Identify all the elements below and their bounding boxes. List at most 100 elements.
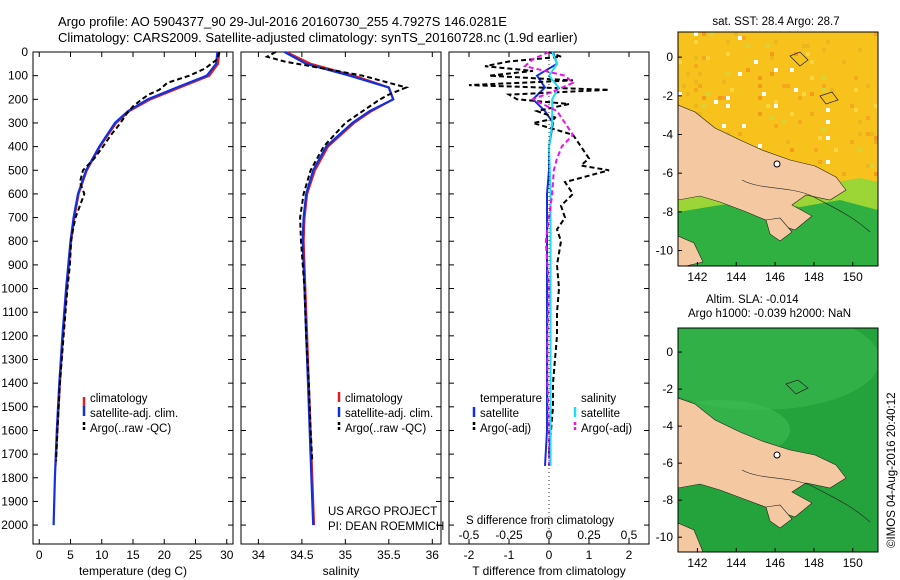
figure-title-line1: Argo profile: AO 5904377_90 29-Jul-2016 … [58,14,507,29]
s-difference-axis: -0.5 -0.25 0 0.25 0.5 [459,528,638,542]
y-tick-label: 1700 [1,447,28,461]
sst-pixel [694,32,698,36]
map-y-tick-label: -4 [662,127,673,141]
sst-pixel [746,68,750,72]
map-y-tick-label: -4 [662,419,673,433]
sst-pixel [822,88,826,92]
y-tick-label: 500 [8,163,28,177]
figure-title-line2: Climatology: CARS2009. Satellite-adjuste… [58,30,578,45]
sla-map-image [678,328,878,552]
sst-pixel [830,88,834,92]
temperature-x-label: temperature (deg C) [79,564,187,578]
x-tick-label: 35 [339,548,353,562]
australia-land [678,235,704,266]
y-tick-label: 1400 [1,376,28,390]
new-guinea-land [678,104,847,231]
sst-pixel [866,84,870,88]
sst-pixel [702,96,706,100]
difference-panel: -2 -1 0 1 2 temperature salinity satellite A… [448,51,650,578]
pi-label: PI: DEAN ROEMMICH [328,521,444,533]
legend-label-climatology: climatology [345,393,403,405]
map-x-tick-label: 146 [765,556,785,570]
salinity-axes-frame [240,51,442,545]
x-tick-label: 1 [586,548,593,562]
sst-map-frame [677,31,879,267]
sst-pixel [774,104,778,108]
map-y-tick-label: -6 [662,166,673,180]
series-line-s-satellite [547,51,560,466]
legend-label-satellite: satellite-adj. clim. [90,408,178,420]
sst-map-title: sat. SST: 28.4 Argo: 28.7 [712,16,839,28]
sst-pixel [766,104,770,108]
float-marker [773,451,781,459]
y-tick-label: 1800 [1,471,28,485]
legend-label-argo: Argo(..raw -QC) [90,423,171,435]
depth-axis: 0 100 200 300 400 500 600 700 800 900 1000 1100 1200… [1,45,233,532]
difference-y-ticks [449,51,649,526]
sst-pixel [866,132,870,136]
sst-pixel [874,32,878,36]
x-tick-label: 34 [252,548,266,562]
sst-pixel [702,56,706,60]
sla-map-title-line2: Argo h1000: -0.039 h2000: NaN [688,308,851,320]
sla-map-frame [677,327,879,553]
sst-pixel [790,68,794,72]
temperature-legend: climatology satellite-adj. clim. Argo(..… [82,393,178,435]
y-tick-label: 800 [8,234,28,248]
island-outline [789,51,809,67]
sst-pixel [850,104,854,108]
x-tick-label: 5 [67,548,74,562]
map-x-tick-label: 148 [804,556,824,570]
sst-pixel [698,72,702,76]
map-y-tick-label: -10 [656,244,674,258]
map-x-tick-label: 142 [687,556,707,570]
sla-map-title-line1: Altim. SLA: -0.014 [706,294,799,306]
legend-label-t-satellite: satellite [480,408,519,420]
x2-tick-label: -0.5 [459,528,480,542]
salinity-legend: climatology satellite-adj. clim. Argo(..… [337,392,433,435]
y-tick-label: 900 [8,258,28,272]
sst-pixel [706,92,710,96]
sst-pixel [854,108,858,112]
series-line-argo-raw-qc [55,51,221,462]
sst-pixel [770,116,774,120]
map-x-tick-label: 142 [687,270,707,284]
legend-label-satellite: satellite-adj. clim. [345,408,433,420]
sst-pixel [722,96,726,100]
salinity-x-label: salinity [323,564,360,578]
new-guinea-land [678,397,847,518]
sst-pixel [758,112,762,116]
sst-pixel [702,104,706,108]
sst-pixel [866,164,870,168]
y-tick-label: 700 [8,211,28,225]
sst-pixel [818,160,822,164]
sst-pixel [854,76,858,80]
sst-pixel [682,84,686,88]
sst-pixel [722,124,726,128]
sla-map-panel: Altim. SLA: -0.014 Argo h1000: -0.039 h2… [656,294,879,570]
x-tick-label: 30 [220,548,234,562]
sst-pixel [686,72,690,76]
y-tick-label: 300 [8,116,28,130]
y-tick-label: 1000 [1,282,28,296]
coastline-contour [741,179,871,233]
sst-map-axes: 142 144 146 148 150 0 -2 -4 -6 -8 -10 [656,50,863,284]
x2-tick-label: 0 [546,528,553,542]
sst-pixel [802,92,806,96]
sst-pixel [870,132,874,136]
map-y-tick-label: 0 [666,50,673,64]
sst-pixel [718,96,722,100]
sst-pixel [758,144,762,148]
map-x-tick-label: 150 [843,270,863,284]
sst-pixel [758,76,762,80]
x-tick-label: 2 [626,548,633,562]
sst-pixel [678,60,682,64]
salinity-y-ticks [241,51,441,526]
t-difference-label: T difference from climatology [472,564,626,578]
sst-pixel [806,52,810,56]
y-tick-label: 2000 [1,518,28,532]
island-outline [785,379,809,395]
sst-pixel [826,120,830,124]
sst-pixel [678,92,682,96]
sst-pixel [710,32,714,36]
